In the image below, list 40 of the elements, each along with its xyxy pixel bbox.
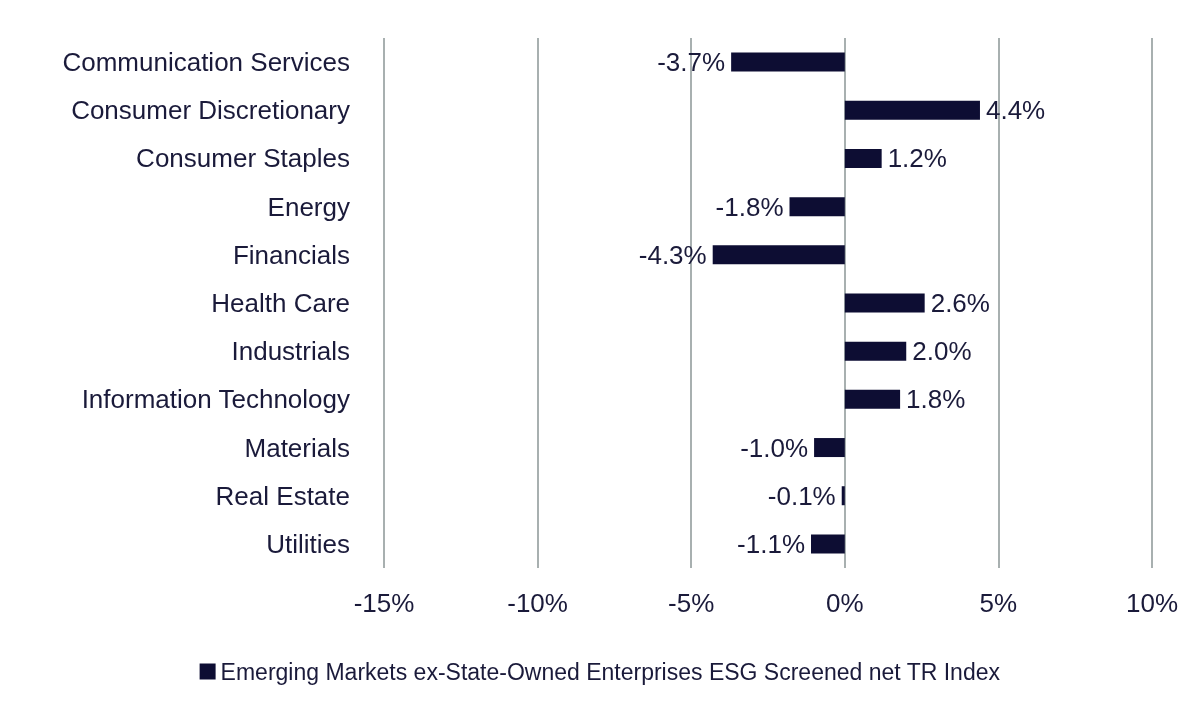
data-label: 2.0%: [912, 336, 972, 367]
y-tick-label: Real Estate: [215, 480, 350, 511]
y-tick-label: Industrials: [231, 336, 350, 367]
x-tick-label: 0%: [826, 588, 864, 618]
data-label: -1.0%: [740, 432, 809, 463]
x-tick-label: -5%: [668, 588, 715, 618]
data-label: 2.6%: [930, 288, 990, 318]
data-label: 1.2%: [887, 143, 947, 174]
y-tick-label: Communication Services: [62, 47, 350, 78]
data-label: -4.3%: [638, 239, 707, 270]
x-tick-label: -15%: [353, 588, 415, 618]
bar: [841, 486, 845, 506]
y-tick-label: Health Care: [211, 288, 350, 318]
bar: [844, 148, 882, 168]
y-tick-label: Financials: [232, 239, 350, 270]
x-tick-label: 5%: [979, 588, 1018, 618]
y-tick-label: Information Technology: [81, 384, 350, 415]
x-tick-label: -10%: [507, 588, 568, 618]
legend-label: Emerging Markets ex-State-Owned Enterprises ESG Screened net TR Index: [220, 658, 1001, 685]
x-tick-label: 10%: [1125, 588, 1179, 618]
data-label: -1.1%: [737, 528, 806, 559]
bar: [789, 197, 845, 217]
data-label: -3.7%: [657, 47, 726, 78]
data-label: 4.4%: [985, 95, 1046, 126]
bar: [811, 534, 845, 554]
bar: [844, 100, 980, 120]
y-tick-label: Consumer Discretionary: [71, 95, 350, 126]
data-label: -1.8%: [715, 191, 784, 222]
data-label: -0.1%: [767, 480, 836, 511]
bar: [844, 293, 925, 313]
y-tick-label: Materials: [244, 432, 350, 463]
bar: [814, 438, 845, 458]
data-label: 1.8%: [906, 384, 966, 415]
bar: [731, 52, 845, 72]
bar: [844, 389, 901, 409]
y-tick-label: Energy: [267, 191, 350, 222]
y-tick-label: Consumer Staples: [136, 143, 350, 174]
bar: [844, 341, 907, 361]
bar: [712, 245, 845, 265]
y-tick-label: Utilities: [266, 528, 350, 559]
